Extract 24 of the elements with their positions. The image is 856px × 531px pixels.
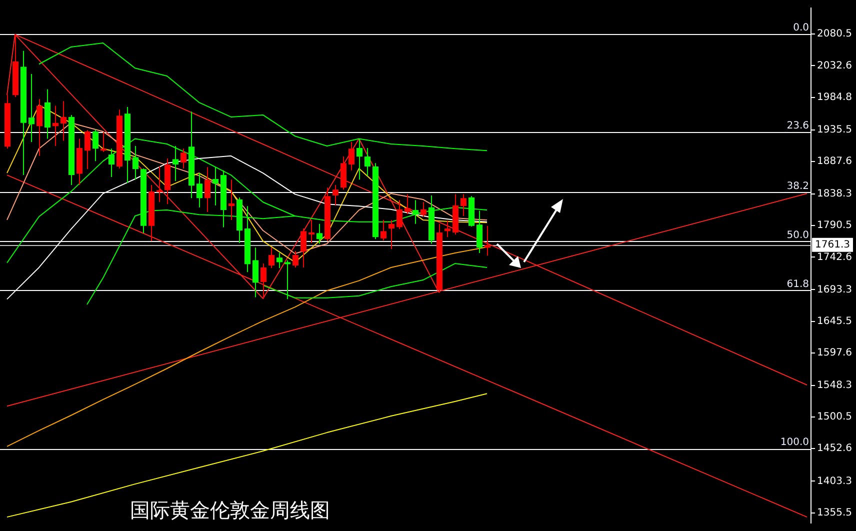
annotation: 50.0 — [786, 230, 809, 241]
y-tick-label: 1984.8 — [817, 92, 852, 103]
annotation: 23.6 — [786, 120, 809, 132]
ref-line-label: 1761.3 — [815, 239, 850, 250]
y-tick-label: 1742.6 — [817, 252, 852, 263]
text: 国际黄金伦敦金周线图 — [130, 497, 330, 524]
y-tick-label: 1355.5 — [817, 507, 852, 518]
y-tick-label: 1645.5 — [817, 316, 852, 327]
y-tick-label: 1935.5 — [817, 124, 852, 136]
y-tick-label: 1403.3 — [817, 476, 852, 487]
y-tick-label: 1887.6 — [817, 156, 852, 168]
y-tick-label: 2080.5 — [817, 28, 852, 40]
y-tick-label: 1790.5 — [817, 220, 852, 232]
y-tick-label: 2032.6 — [817, 60, 852, 72]
annotation: 0.0 — [793, 22, 809, 34]
y-tick-label: 1500.5 — [817, 412, 852, 423]
y-tick-label: 1597.6 — [817, 348, 852, 359]
annotation: 100.0 — [780, 437, 809, 448]
y-tick-label: 1452.6 — [817, 443, 852, 454]
y-tick-label: 1838.3 — [817, 188, 852, 200]
y-tick-label: 1548.3 — [817, 380, 852, 392]
annotation: 61.8 — [786, 278, 809, 290]
y-tick-label: 1693.3 — [817, 284, 852, 296]
annotation: 38.2 — [786, 181, 809, 192]
